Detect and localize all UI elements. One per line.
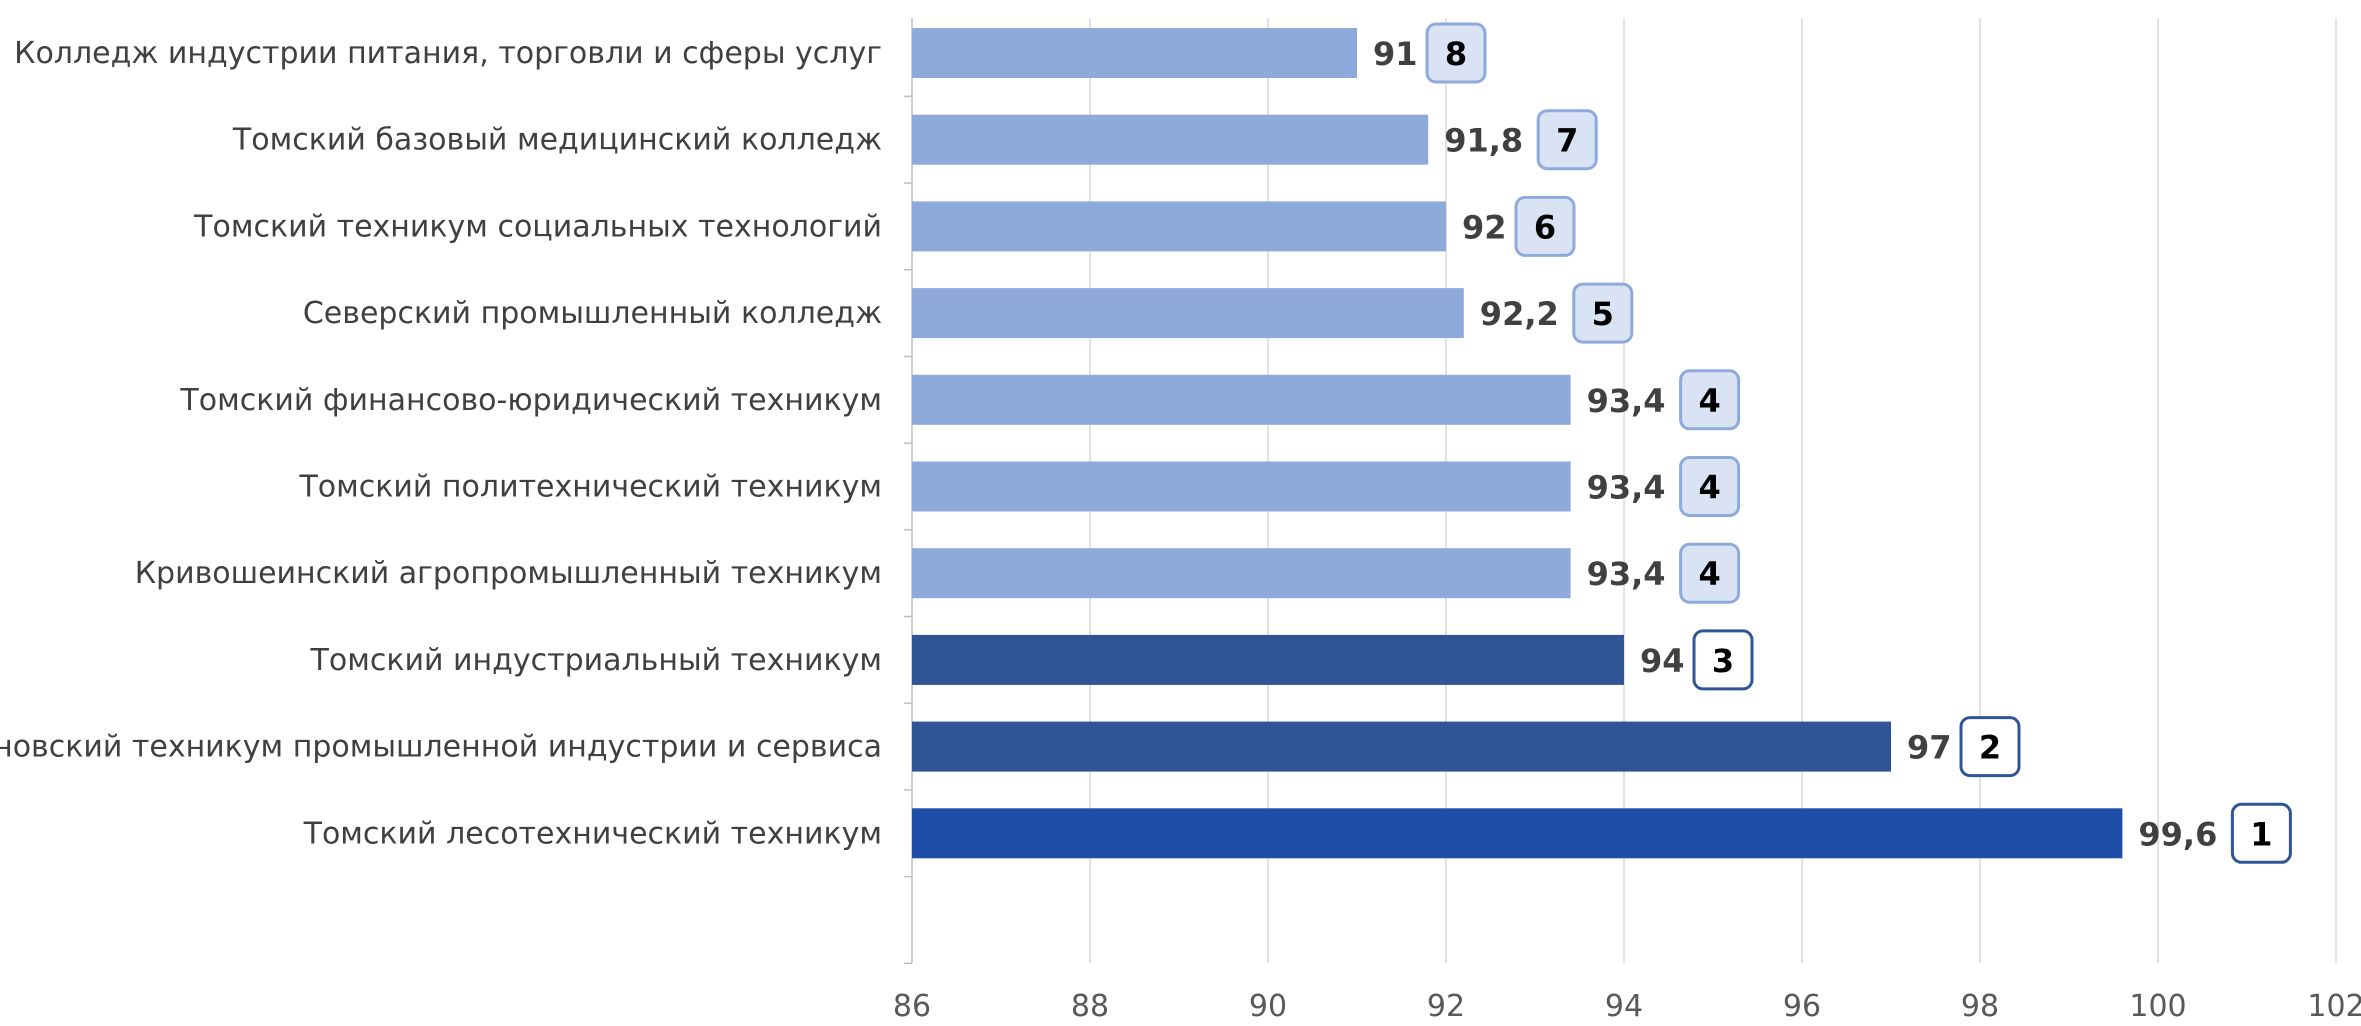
x-tick-label: 86 [893, 989, 931, 1022]
rank-badge-box [1572, 282, 1634, 344]
bar [912, 721, 1891, 772]
rank-label: 4 [1698, 469, 1720, 507]
rank-label: 5 [1592, 295, 1614, 333]
bar [912, 634, 1624, 685]
category-label: Томский лесотехнический техникум [303, 816, 882, 851]
category-label: Колледж индустрии питания, торговли и сф… [14, 36, 882, 71]
x-tick-label: 98 [1961, 989, 1999, 1022]
category-axis [904, 18, 913, 965]
value-label: 93,4 [1587, 382, 1666, 420]
bar [912, 808, 2123, 859]
value-label: 94 [1640, 642, 1685, 680]
x-tick-label: 102 [2307, 989, 2361, 1022]
rank-badge: 4 [1679, 456, 1741, 517]
rank-badge: 2 [1959, 716, 2021, 778]
rank-badge-box [2230, 802, 2292, 864]
value-label: 92 [1462, 208, 1507, 246]
category-label: Асиновский техникум промышленной индустр… [0, 730, 882, 765]
category-label: Северский промышленный колледж [303, 296, 882, 331]
value-label: 93,4 [1587, 555, 1666, 593]
bars [912, 28, 2123, 859]
rank-badge: 1 [2230, 802, 2292, 864]
rank-badge: 4 [1679, 369, 1741, 431]
rank-badge-box [1679, 369, 1741, 431]
value-label: 91,8 [1444, 122, 1523, 160]
rank-label: 1 [2250, 815, 2272, 853]
bar [912, 548, 1571, 599]
rank-badge-box [1679, 542, 1741, 604]
rank-badge-box [1425, 22, 1487, 84]
rank-badge: 6 [1514, 195, 1576, 257]
rank-badge-box [1692, 629, 1754, 691]
x-axis-ticks: 86 88 90 92 94 96 98 100 102 [893, 989, 2361, 1024]
bar [912, 114, 1429, 165]
rank-label: 4 [1698, 555, 1720, 593]
rank-badge-box [1959, 716, 2021, 778]
rank-badge: 4 [1679, 542, 1741, 604]
category-label: Томский техникум социальных технологий [193, 209, 882, 244]
value-label: 97 [1907, 729, 1952, 767]
category-label: Томский политехнический техникум [298, 470, 882, 505]
rank-badge-box [1514, 195, 1576, 257]
rank-badge: 8 [1425, 22, 1487, 84]
rank-badge: 7 [1536, 109, 1598, 171]
rank-badge-box [1679, 456, 1741, 517]
rank-label: 3 [1712, 642, 1734, 680]
rank-label: 4 [1698, 382, 1720, 420]
x-tick-label: 96 [1783, 989, 1821, 1022]
rank-badge: 5 [1572, 282, 1634, 344]
x-tick-label: 100 [2129, 989, 2186, 1022]
bar [912, 288, 1464, 339]
rank-label: 8 [1445, 35, 1467, 73]
labels: Колледж индустрии питания, торговли и сф… [0, 22, 2292, 864]
x-tick-label: 94 [1605, 989, 1643, 1022]
rank-label: 7 [1556, 122, 1578, 160]
category-label: Кривошеинский агропромышленный техникум [135, 556, 882, 591]
category-label: Томский индустриальный техникум [310, 643, 882, 678]
x-tick-label: 88 [1071, 989, 1109, 1022]
rank-label: 2 [1979, 729, 2001, 767]
x-tick-label: 92 [1427, 989, 1465, 1022]
rank-badge: 3 [1692, 629, 1754, 691]
rank-label: 6 [1534, 208, 1556, 246]
bar [912, 28, 1357, 78]
bar [912, 461, 1571, 512]
value-label: 99,6 [2138, 815, 2217, 853]
bar [912, 374, 1571, 425]
rank-badge-box [1536, 109, 1598, 171]
bar [912, 201, 1446, 252]
category-label: Томский финансово-юридический техникум [179, 383, 882, 418]
category-label: Томский базовый медицинский колледж [232, 123, 882, 158]
value-label: 91 [1373, 35, 1418, 73]
value-label: 92,2 [1480, 295, 1559, 333]
x-tick-label: 90 [1249, 989, 1287, 1022]
value-label: 93,4 [1587, 469, 1666, 507]
